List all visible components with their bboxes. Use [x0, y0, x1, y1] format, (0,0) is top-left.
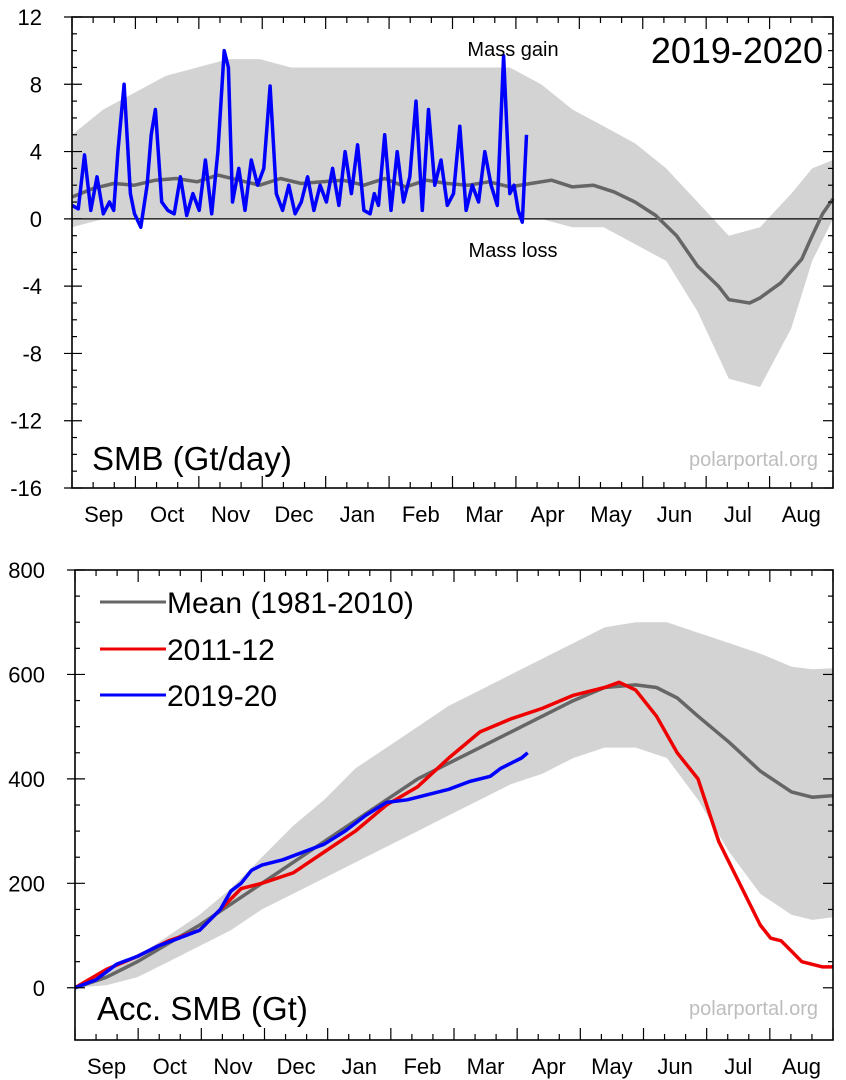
- month-label: Feb: [402, 502, 440, 527]
- y-tick-label: -16: [10, 476, 42, 501]
- series-line-2019-20: [74, 751, 529, 990]
- month-label: Aug: [782, 502, 821, 527]
- mass-loss-label: Mass loss: [469, 240, 558, 262]
- y-tick-label: 8: [30, 72, 42, 97]
- y-tick-label: 0: [30, 207, 42, 232]
- month-label: Nov: [213, 1054, 252, 1079]
- month-label: Jul: [724, 1054, 752, 1079]
- month-label: Dec: [274, 502, 313, 527]
- y-tick-label: 200: [8, 871, 45, 896]
- mass-gain-label: Mass gain: [467, 39, 558, 61]
- bottom-month-labels: Sep Oct Nov Dec Jan Feb Mar Apr May Jun Jul Aug: [87, 1054, 821, 1079]
- y-tick-label: -8: [22, 341, 42, 366]
- bottom-watermark: polarportal.org: [689, 998, 818, 1020]
- legend-label-2011-12: 2011-12: [167, 634, 275, 667]
- month-label: May: [590, 502, 632, 527]
- month-label: Mar: [467, 1054, 505, 1079]
- top-axis-ticks: [64, 16, 834, 489]
- bottom-series-lines: [74, 680, 834, 990]
- month-label: Oct: [153, 1054, 187, 1079]
- y-tick-label: 0: [33, 976, 45, 1001]
- month-label: Jun: [657, 1054, 692, 1079]
- month-label: Jan: [342, 1054, 377, 1079]
- season-title: 2019-2020: [651, 30, 823, 71]
- month-label: Sep: [87, 1054, 126, 1079]
- month-label: Apr: [532, 1054, 566, 1079]
- y-tick-label: 400: [8, 767, 45, 792]
- month-label: Jun: [657, 502, 692, 527]
- top-month-labels: Sep Oct Nov Dec Jan Feb Mar Apr May Jun Jul Aug: [84, 502, 821, 527]
- month-label: Jan: [340, 502, 375, 527]
- month-label: Aug: [782, 1054, 821, 1079]
- month-label: Oct: [150, 502, 184, 527]
- month-label: Apr: [531, 502, 565, 527]
- top-series-lines: [71, 48, 835, 305]
- legend: Mean (1981-2010) 2011-12 2019-20: [100, 587, 414, 713]
- y-tick-label: 4: [30, 140, 42, 165]
- month-label: Sep: [84, 502, 123, 527]
- legend-label-2019-20: 2019-20: [167, 680, 277, 713]
- smb-panel-label: SMB (Gt/day): [92, 440, 292, 477]
- variability-band-area: [75, 622, 833, 988]
- variability-band-area: [72, 59, 833, 388]
- acc-smb-panel: 800 600 400 200 0 Sep Oct Nov Dec Jan Feb Mar Apr Ma…: [8, 558, 834, 1079]
- acc-smb-panel-label: Acc. SMB (Gt): [97, 990, 308, 1027]
- y-tick-label: -12: [10, 409, 42, 434]
- y-tick-label: 600: [8, 662, 45, 687]
- month-label: May: [591, 1054, 633, 1079]
- month-label: Dec: [277, 1054, 316, 1079]
- bottom-variability-band: [75, 622, 833, 988]
- month-label: Jul: [724, 502, 752, 527]
- y-tick-label: 800: [8, 558, 45, 583]
- bottom-axis-ticks: [67, 569, 834, 1040]
- top-variability-band: [72, 59, 833, 388]
- top-y-tick-labels: 12 8 4 0 -4 -8 -12 -16: [10, 5, 42, 501]
- smb-daily-panel: 12 8 4 0 -4 -8 -12 -16 Sep Oct Nov Dec Jan Feb Mar Apr…: [10, 5, 835, 527]
- month-label: Nov: [211, 502, 250, 527]
- bottom-y-tick-labels: 800 600 400 200 0: [8, 558, 45, 1001]
- y-tick-label: 12: [18, 5, 42, 30]
- series-line-2011-12: [74, 680, 833, 990]
- series-line-2019-20: [71, 48, 529, 230]
- top-watermark: polarportal.org: [689, 449, 818, 471]
- month-label: Mar: [465, 502, 503, 527]
- month-label: Feb: [403, 1054, 441, 1079]
- legend-label-mean: Mean (1981-2010): [167, 587, 414, 620]
- y-tick-label: -4: [22, 274, 42, 299]
